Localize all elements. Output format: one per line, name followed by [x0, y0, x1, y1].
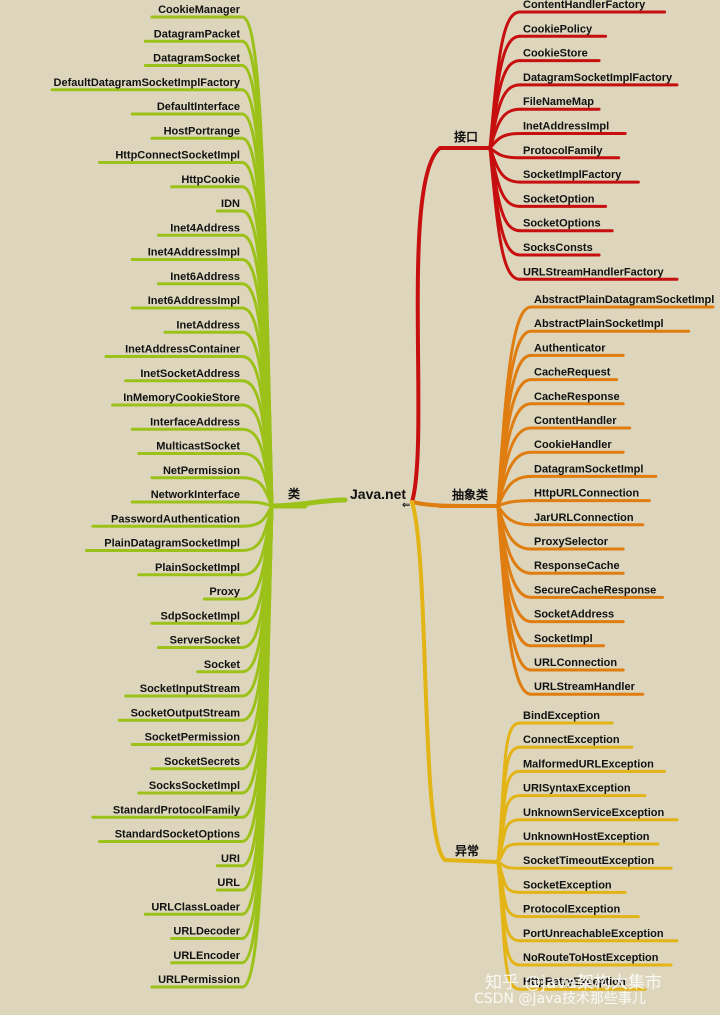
leaf-classes-socketpermission[interactable]: SocketPermission	[145, 732, 241, 744]
leaf-abstract_classes-cacherequest[interactable]: CacheRequest	[534, 367, 611, 379]
leaf-classes-plaindatagramsocketimpl[interactable]: PlainDatagramSocketImpl	[104, 538, 240, 550]
leaf-exceptions-unknownserviceexception[interactable]: UnknownServiceException	[523, 807, 664, 819]
leaf-abstract_classes-cacheresponse[interactable]: CacheResponse	[534, 391, 620, 403]
leaf-exceptions-bindexception[interactable]: BindException	[523, 710, 600, 722]
leaf-abstract_classes-abstractplainsocketimpl[interactable]: AbstractPlainSocketImpl	[534, 318, 664, 330]
leaf-classes-socket[interactable]: Socket	[204, 659, 240, 671]
root-node-label: Java.net	[350, 486, 406, 502]
leaf-classes-uri[interactable]: URI	[221, 853, 240, 865]
leaf-abstract_classes-urlstreamhandler[interactable]: URLStreamHandler	[534, 681, 636, 693]
leaf-exceptions-httpretryexception[interactable]: HttpRetryException	[523, 976, 626, 988]
leaf-exceptions-urisyntaxexception[interactable]: URISyntaxException	[523, 783, 631, 795]
leaf-classes-urldecoder[interactable]: URLDecoder	[173, 926, 240, 938]
leaf-classes-urlpermission[interactable]: URLPermission	[158, 974, 240, 986]
leaf-classes-interfaceaddress[interactable]: InterfaceAddress	[150, 416, 240, 428]
node-labels: CookieManager DatagramPacket DatagramSocke…	[54, 0, 715, 988]
leaf-abstract_classes-securecacheresponse[interactable]: SecureCacheResponse	[534, 584, 656, 596]
leaf-interfaces-socketimplfactory[interactable]: SocketImplFactory	[523, 169, 622, 181]
leaf-classes-socketinputstream[interactable]: SocketInputStream	[140, 683, 240, 695]
leaf-classes-defaultdatagramsocketimplfactory[interactable]: DefaultDatagramSocketImplFactory	[54, 77, 241, 89]
leaf-exceptions-protocolexception[interactable]: ProtocolException	[523, 904, 620, 916]
leaf-classes-plainsocketimpl[interactable]: PlainSocketImpl	[155, 562, 240, 574]
root-collapse-icon: ⇐	[402, 500, 410, 511]
category-label-classes: 类	[288, 486, 301, 501]
leaf-abstract_classes-cookiehandler[interactable]: CookieHandler	[534, 439, 612, 451]
leaf-abstract_classes-contenthandler[interactable]: ContentHandler	[534, 415, 617, 427]
category-label-exceptions: 异常	[455, 843, 479, 858]
leaf-classes-inet4address[interactable]: Inet4Address	[170, 222, 240, 234]
leaf-classes-idn[interactable]: IDN	[221, 198, 240, 210]
leaf-classes-urlencoder[interactable]: URLEncoder	[173, 950, 240, 962]
leaf-classes-url[interactable]: URL	[217, 877, 240, 889]
leaf-classes-multicastsocket[interactable]: MulticastSocket	[156, 441, 240, 453]
leaf-interfaces-datagramsocketimplfactory[interactable]: DatagramSocketImplFactory	[523, 72, 673, 84]
leaf-exceptions-unknownhostexception[interactable]: UnknownHostException	[523, 831, 650, 843]
leaf-classes-socketsecrets[interactable]: SocketSecrets	[164, 756, 240, 768]
leaf-classes-standardprotocolfamily[interactable]: StandardProtocolFamily	[113, 804, 241, 816]
leaf-classes-hostportrange[interactable]: HostPortrange	[164, 125, 240, 137]
leaf-abstract_classes-httpurlconnection[interactable]: HttpURLConnection	[534, 488, 639, 500]
leaf-exceptions-portunreachableexception[interactable]: PortUnreachableException	[523, 928, 664, 940]
leaf-abstract_classes-abstractplaindatagramsocketimpl[interactable]: AbstractPlainDatagramSocketImpl	[534, 294, 714, 306]
leaf-abstract_classes-socketaddress[interactable]: SocketAddress	[534, 609, 614, 621]
category-label-interfaces: 接口	[454, 129, 478, 144]
leaf-abstract_classes-jarurlconnection[interactable]: JarURLConnection	[534, 512, 634, 524]
leaf-interfaces-socksconsts[interactable]: SocksConsts	[523, 242, 593, 254]
leaf-classes-socketoutputstream[interactable]: SocketOutputStream	[131, 707, 241, 719]
leaf-classes-proxy[interactable]: Proxy	[209, 586, 240, 598]
leaf-interfaces-protocolfamily[interactable]: ProtocolFamily	[523, 145, 603, 157]
leaf-classes-sockssocketimpl[interactable]: SocksSocketImpl	[149, 780, 240, 792]
leaf-abstract_classes-socketimpl[interactable]: SocketImpl	[534, 633, 593, 645]
category-label-abstract: 抽象类	[452, 487, 489, 502]
leaf-classes-defaultinterface[interactable]: DefaultInterface	[157, 101, 240, 113]
leaf-interfaces-socketoptions[interactable]: SocketOptions	[523, 218, 601, 230]
leaf-classes-passwordauthentication[interactable]: PasswordAuthentication	[111, 513, 240, 525]
leaf-classes-httpconnectsocketimpl[interactable]: HttpConnectSocketImpl	[115, 150, 240, 162]
leaf-classes-inetsocketaddress[interactable]: InetSocketAddress	[140, 368, 240, 380]
leaf-exceptions-noroutetohostexception[interactable]: NoRouteToHostException	[523, 952, 659, 964]
leaf-interfaces-cookiestore[interactable]: CookieStore	[523, 48, 588, 60]
leaf-classes-datagramsocket[interactable]: DatagramSocket	[153, 53, 240, 65]
leaf-interfaces-urlstreamhandlerfactory[interactable]: URLStreamHandlerFactory	[523, 266, 664, 278]
leaf-abstract_classes-authenticator[interactable]: Authenticator	[534, 342, 606, 354]
branch-lines	[50, 10, 715, 991]
leaf-classes-urlclassloader[interactable]: URLClassLoader	[151, 901, 240, 913]
leaf-interfaces-filenamemap[interactable]: FileNameMap	[523, 96, 594, 108]
leaf-interfaces-cookiepolicy[interactable]: CookiePolicy	[523, 23, 593, 35]
watermark-zhihu: 知乎 @java架构大集市	[485, 973, 662, 993]
leaf-interfaces-inetaddressimpl[interactable]: InetAddressImpl	[523, 121, 609, 133]
leaf-classes-netpermission[interactable]: NetPermission	[163, 465, 240, 477]
leaf-exceptions-sockettimeoutexception[interactable]: SocketTimeoutException	[523, 855, 654, 867]
leaf-classes-inet6address[interactable]: Inet6Address	[170, 271, 240, 283]
leaf-exceptions-connectexception[interactable]: ConnectException	[523, 734, 620, 746]
leaf-exceptions-socketexception[interactable]: SocketException	[523, 879, 612, 891]
leaf-abstract_classes-responsecache[interactable]: ResponseCache	[534, 560, 620, 572]
leaf-exceptions-malformedurlexception[interactable]: MalformedURLException	[523, 758, 654, 770]
leaf-classes-serversocket[interactable]: ServerSocket	[170, 635, 241, 647]
leaf-abstract_classes-urlconnection[interactable]: URLConnection	[534, 657, 617, 669]
leaf-abstract_classes-datagramsocketimpl[interactable]: DatagramSocketImpl	[534, 463, 643, 475]
leaf-classes-sdpsocketimpl[interactable]: SdpSocketImpl	[161, 610, 240, 622]
leaf-classes-inet6addressimpl[interactable]: Inet6AddressImpl	[148, 295, 240, 307]
leaf-classes-inmemorycookiestore[interactable]: InMemoryCookieStore	[123, 392, 240, 404]
leaf-classes-httpcookie[interactable]: HttpCookie	[181, 174, 240, 186]
leaf-abstract_classes-proxyselector[interactable]: ProxySelector	[534, 536, 609, 548]
leaf-classes-standardsocketoptions[interactable]: StandardSocketOptions	[115, 829, 240, 841]
watermark-csdn: CSDN @Java技术那些事儿	[474, 991, 646, 1007]
leaf-classes-cookiemanager[interactable]: CookieManager	[158, 4, 241, 16]
leaf-classes-networkinterface[interactable]: NetworkInterface	[151, 489, 240, 501]
leaf-interfaces-contenthandlerfactory[interactable]: ContentHandlerFactory	[523, 0, 646, 11]
leaf-classes-inet4addressimpl[interactable]: Inet4AddressImpl	[148, 247, 240, 259]
leaf-classes-inetaddresscontainer[interactable]: InetAddressContainer	[125, 344, 241, 356]
leaf-interfaces-socketoption[interactable]: SocketOption	[523, 193, 595, 205]
leaf-classes-datagrampacket[interactable]: DatagramPacket	[154, 28, 241, 40]
leaf-classes-inetaddress[interactable]: InetAddress	[176, 319, 240, 331]
